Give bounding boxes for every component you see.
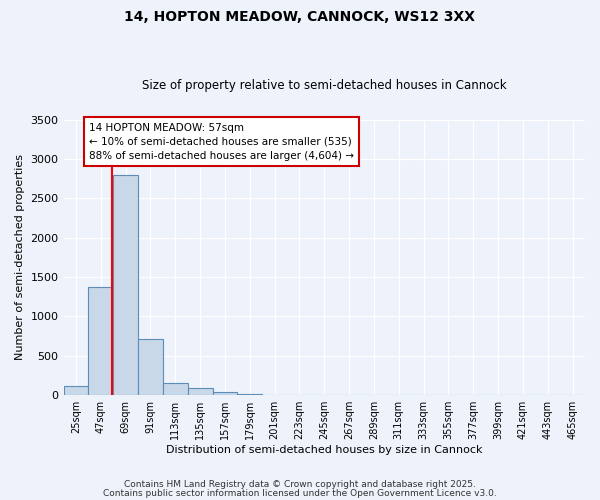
- Y-axis label: Number of semi-detached properties: Number of semi-detached properties: [15, 154, 25, 360]
- Bar: [188, 388, 212, 395]
- Text: 14, HOPTON MEADOW, CANNOCK, WS12 3XX: 14, HOPTON MEADOW, CANNOCK, WS12 3XX: [125, 10, 476, 24]
- Bar: [212, 392, 238, 395]
- Bar: [138, 340, 163, 395]
- Text: Contains public sector information licensed under the Open Government Licence v3: Contains public sector information licen…: [103, 489, 497, 498]
- Text: 14 HOPTON MEADOW: 57sqm
← 10% of semi-detached houses are smaller (535)
88% of s: 14 HOPTON MEADOW: 57sqm ← 10% of semi-de…: [89, 122, 354, 160]
- Bar: [88, 286, 113, 395]
- Bar: [113, 174, 138, 395]
- Bar: [163, 382, 188, 395]
- X-axis label: Distribution of semi-detached houses by size in Cannock: Distribution of semi-detached houses by …: [166, 445, 482, 455]
- Bar: [238, 394, 262, 395]
- Bar: [64, 386, 88, 395]
- Text: Contains HM Land Registry data © Crown copyright and database right 2025.: Contains HM Land Registry data © Crown c…: [124, 480, 476, 489]
- Title: Size of property relative to semi-detached houses in Cannock: Size of property relative to semi-detach…: [142, 79, 506, 92]
